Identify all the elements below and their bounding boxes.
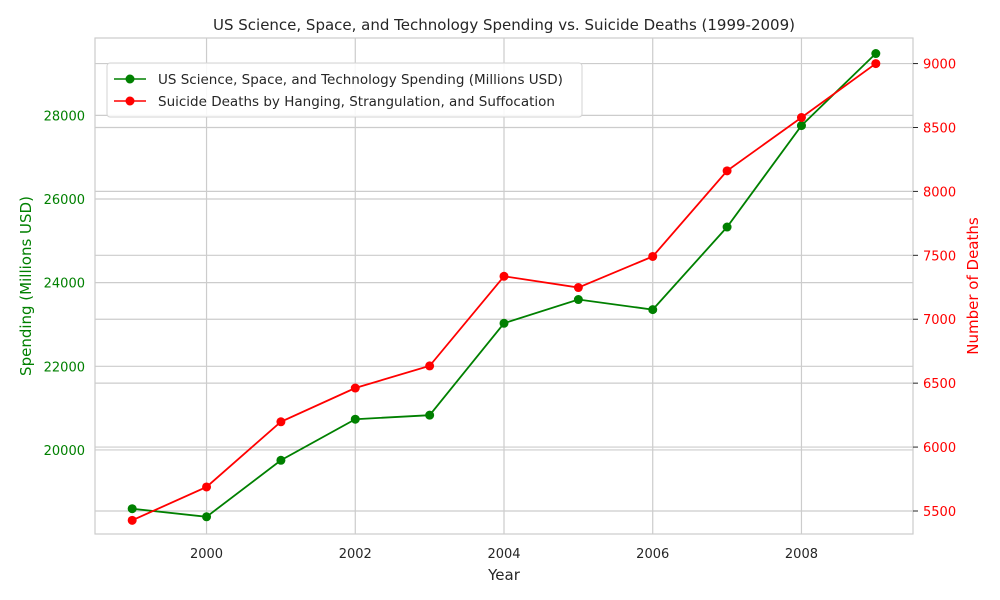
legend-label-spending: US Science, Space, and Technology Spendi… — [158, 72, 563, 88]
x-tick-label: 2006 — [636, 547, 669, 562]
data-point-spending — [796, 121, 806, 131]
data-point-spending — [499, 318, 509, 328]
data-point-deaths — [202, 482, 212, 492]
y-tick-label-left: 20000 — [44, 444, 85, 459]
x-axis-label: Year — [487, 566, 521, 584]
y-tick-label-right: 5500 — [923, 505, 956, 520]
data-point-deaths — [350, 383, 360, 393]
y-tick-label-right: 7500 — [923, 249, 956, 264]
data-point-deaths — [276, 417, 286, 427]
y-tick-label-right: 8500 — [923, 121, 956, 136]
chart-title: US Science, Space, and Technology Spendi… — [213, 16, 795, 34]
data-point-spending — [276, 455, 286, 465]
y-tick-label-right: 7000 — [923, 313, 956, 328]
legend-marker-spending — [125, 74, 135, 84]
y-tick-label-right: 6000 — [923, 441, 956, 456]
data-point-spending — [425, 410, 435, 420]
legend: US Science, Space, and Technology Spendi… — [106, 62, 583, 118]
y-tick-label-left: 28000 — [44, 109, 85, 124]
y-axis-label-left: Spending (Millions USD) — [17, 196, 35, 376]
data-point-deaths — [722, 166, 732, 176]
legend-label-deaths: Suicide Deaths by Hanging, Strangulation… — [158, 94, 555, 110]
data-point-deaths — [499, 271, 509, 281]
x-tick-label: 2004 — [487, 547, 520, 562]
y-tick-label-right: 9000 — [923, 58, 956, 73]
x-tick-label: 2008 — [785, 547, 818, 562]
y-tick-label-right: 6500 — [923, 377, 956, 392]
data-point-spending — [350, 414, 360, 424]
legend-box — [106, 62, 583, 118]
data-point-spending — [722, 222, 732, 232]
data-point-spending — [573, 295, 583, 305]
y-axis-label-right: Number of Deaths — [964, 217, 982, 355]
y-tick-label-right: 8000 — [923, 185, 956, 200]
data-point-deaths — [871, 59, 881, 69]
data-point-spending — [127, 504, 137, 514]
plot-frame — [94, 37, 914, 535]
y-tick-label-left: 22000 — [44, 360, 85, 375]
x-tick-label: 2000 — [190, 547, 223, 562]
data-point-spending — [648, 305, 658, 315]
y-tick-label-left: 24000 — [44, 277, 85, 292]
data-point-deaths — [127, 515, 137, 525]
x-tick-label: 2002 — [339, 547, 372, 562]
data-point-deaths — [573, 283, 583, 293]
series-layer — [127, 49, 881, 525]
legend-marker-deaths — [125, 96, 135, 106]
data-point-deaths — [796, 113, 806, 123]
data-point-spending — [871, 49, 881, 59]
ticks-layer: 2000 2002 2004 2006 2008 20000 22000 24000 26000… — [44, 58, 956, 562]
data-point-spending — [202, 512, 212, 522]
y-tick-label-left: 26000 — [44, 193, 85, 208]
data-point-deaths — [648, 251, 658, 261]
data-point-deaths — [425, 361, 435, 371]
